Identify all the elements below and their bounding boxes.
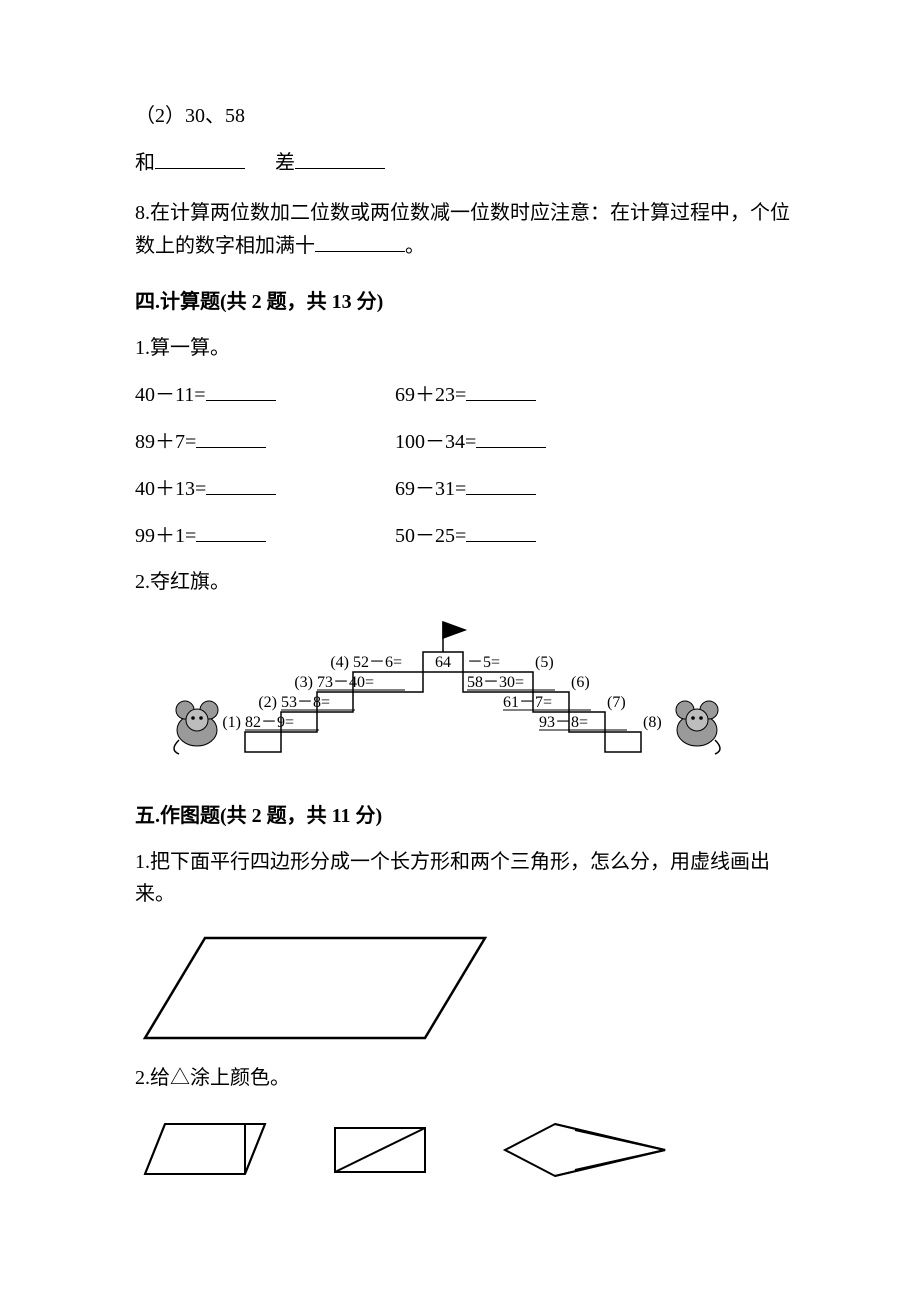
blank-calc — [466, 378, 536, 401]
triangle-shapes-svg — [135, 1112, 695, 1192]
ladder-l-idx: (1) — [222, 714, 241, 731]
sec4-title: 四.计算题(共 2 题，共 13 分) — [135, 286, 790, 318]
calc-row: 99＋1= 50－25= — [135, 519, 790, 552]
blank-calc — [206, 472, 276, 495]
blank-calc — [196, 425, 266, 448]
ladder-r-expr: －5= — [467, 654, 500, 671]
q8-prefix: 8.在计算两位数加二位数或两位数减一位数时应注意：在计算过程中，个位数上的数字相… — [135, 202, 790, 257]
sec4-q2-title: 2.夺红旗。 — [135, 566, 790, 598]
q-pre-line2: 和 差 — [135, 146, 790, 179]
q8: 8.在计算两位数加二位数或两位数减一位数时应注意：在计算过程中，个位数上的数字相… — [135, 197, 790, 262]
blank-calc — [476, 425, 546, 448]
label-he: 和 — [135, 152, 155, 174]
blank-he — [155, 146, 245, 169]
sec5-q1: 1.把下面平行四边形分成一个长方形和两个三角形，怎么分，用虚线画出来。 — [135, 846, 790, 910]
calc-left-expr: 40＋13= — [135, 478, 206, 500]
q-pre-line1: （2）30、58 — [135, 100, 790, 132]
ladder-r-expr: 93－8= — [539, 714, 588, 731]
triangle-shapes-figure — [135, 1112, 790, 1192]
ladder-figure: 64 (4) 52－6= (3) 73－40= (2) 53－8= (1) 82… — [135, 616, 790, 776]
ladder-r-idx: (7) — [607, 694, 626, 711]
calc-right-expr: 100－34= — [395, 431, 476, 453]
label-cha: 差 — [275, 152, 295, 174]
ladder-svg: 64 (4) 52－6= (3) 73－40= (2) 53－8= (1) 82… — [135, 616, 755, 776]
ladder-top: 64 — [435, 654, 451, 671]
calc-right-expr: 50－25= — [395, 525, 466, 547]
sec5-title: 五.作图题(共 2 题，共 11 分) — [135, 800, 790, 832]
parallelogram-svg — [135, 928, 505, 1048]
calc-row: 40－11= 69＋23= — [135, 378, 790, 411]
calc-right-expr: 69＋23= — [395, 384, 466, 406]
blank-calc — [466, 472, 536, 495]
page: （2）30、58 和 差 8.在计算两位数加二位数或两位数减一位数时应注意：在计… — [0, 0, 920, 1302]
calc-row: 89＋7= 100－34= — [135, 425, 790, 458]
ladder-l-expr: 73－40= — [317, 674, 374, 691]
calc-row: 40＋13= 69－31= — [135, 472, 790, 505]
ladder-l-expr: 52－6= — [353, 654, 402, 671]
ladder-r-expr: 58－30= — [467, 674, 524, 691]
calc-left-expr: 89＋7= — [135, 431, 196, 453]
blank-calc — [466, 519, 536, 542]
mouse-right-icon — [676, 701, 720, 754]
blank-calc — [196, 519, 266, 542]
blank-q8 — [315, 229, 405, 252]
ladder-r-idx: (8) — [643, 714, 662, 731]
ladder-l-idx: (4) — [330, 654, 349, 671]
ladder-r-idx: (5) — [535, 654, 554, 671]
calc-left-expr: 99＋1= — [135, 525, 196, 547]
sec5-q2: 2.给△涂上颜色。 — [135, 1062, 790, 1094]
ladder-l-expr: 82－9= — [245, 714, 294, 731]
parallelogram-figure — [135, 928, 790, 1048]
blank-cha — [295, 146, 385, 169]
sec4-q1-title: 1.算一算。 — [135, 332, 790, 364]
ladder-r-idx: (6) — [571, 674, 590, 691]
mouse-left-icon — [174, 701, 218, 754]
calc-left-expr: 40－11= — [135, 384, 206, 406]
ladder-r-expr: 61－7= — [503, 694, 552, 711]
calc-right-expr: 69－31= — [395, 478, 466, 500]
ladder-l-idx: (3) — [294, 674, 313, 691]
ladder-l-expr: 53－8= — [281, 694, 330, 711]
q8-suffix: 。 — [405, 235, 425, 257]
blank-calc — [206, 378, 276, 401]
ladder-l-idx: (2) — [258, 694, 277, 711]
